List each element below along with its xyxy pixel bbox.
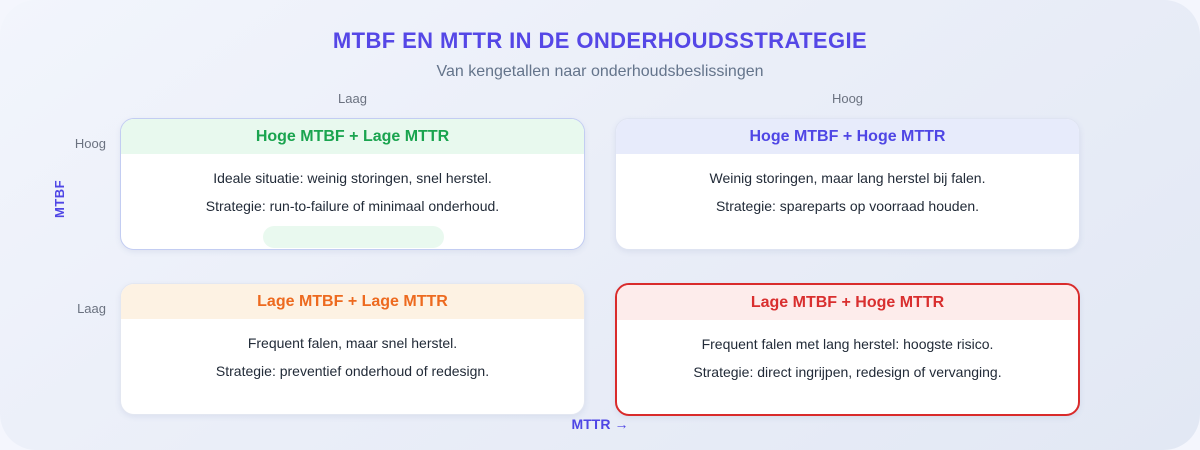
quadrant-body: Weinig storingen, maar lang herstel bij … (616, 154, 1079, 214)
quadrant-title: Lage MTBF + Lage MTTR (121, 284, 584, 319)
quadrant-card-lage-mtbf-lage-mttr: Lage MTBF + Lage MTTR Frequent falen, ma… (120, 283, 585, 415)
x-axis-high-label: Hoog (831, 91, 864, 106)
arrow-right-icon: → (614, 416, 629, 432)
quadrant-title: Hoge MTBF + Lage MTTR (121, 119, 584, 154)
x-axis-low-label: Laag (338, 91, 367, 106)
quadrant-situation: Ideale situatie: weinig storingen, snel … (213, 170, 492, 186)
x-axis-title-text: MTTR (571, 416, 611, 432)
y-axis-title: MTBF (52, 179, 67, 218)
quadrant-strategy: Strategie: direct ingrijpen, redesign of… (693, 364, 1002, 380)
quadrant-situation: Frequent falen, maar snel herstel. (247, 335, 458, 351)
quadrant-strategy: Strategie: preventief onderhoud of redes… (215, 363, 490, 379)
optimal-highlight-pill (263, 226, 444, 248)
quadrant-card-lage-mtbf-hoge-mttr: Lage MTBF + Hoge MTTR Frequent falen met… (615, 283, 1080, 416)
x-axis-title: MTTR → (120, 416, 1080, 432)
y-axis-low-label: Laag (77, 301, 106, 316)
quadrant-body: Frequent falen met lang herstel: hoogste… (617, 320, 1078, 380)
quadrant-title: Lage MTBF + Hoge MTTR (617, 285, 1078, 320)
y-axis-high-label: Hoog (74, 136, 106, 151)
quadrant-strategy: Strategie: spareparts op voorraad houden… (715, 198, 980, 214)
quadrant-card-hoge-mtbf-hoge-mttr: Hoge MTBF + Hoge MTTR Weinig storingen, … (615, 118, 1080, 250)
page-subtitle: Van kengetallen naar onderhoudsbeslissin… (436, 63, 764, 80)
quadrant-body: Ideale situatie: weinig storingen, snel … (121, 154, 584, 214)
quadrant-situation: Weinig storingen, maar lang herstel bij … (709, 170, 986, 186)
quadrant-title: Hoge MTBF + Hoge MTTR (616, 119, 1079, 154)
page-title: MTBF EN MTTR IN DE ONDERHOUDSSTRATEGIE (332, 28, 868, 53)
quadrant-strategy: Strategie: run-to-failure of minimaal on… (205, 198, 500, 214)
quadrant-situation: Frequent falen met lang herstel: hoogste… (701, 336, 994, 352)
quadrant-body: Frequent falen, maar snel herstel. Strat… (121, 319, 584, 379)
quadrant-card-hoge-mtbf-lage-mttr: Hoge MTBF + Lage MTTR Ideale situatie: w… (120, 118, 585, 250)
